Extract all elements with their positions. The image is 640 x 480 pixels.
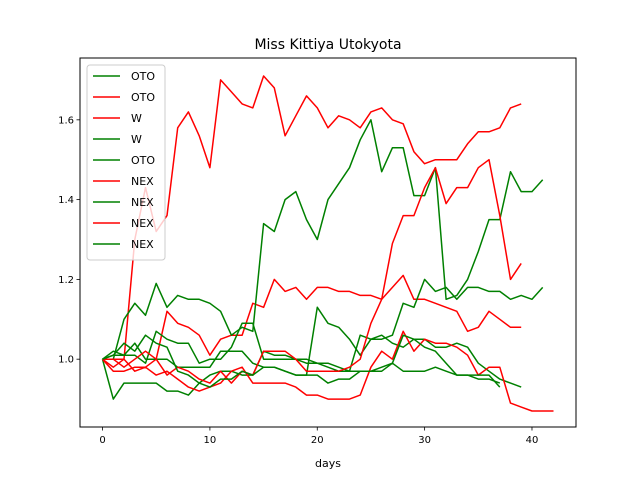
legend: OTO OTO WW OTO NEX NEX NEX NEX [86,64,166,261]
series-layer [101,75,554,412]
series-line-3 [101,274,522,372]
y-tick-label: 1.4 [58,195,74,206]
legend-label: OTO [131,91,155,104]
x-tick-label: 0 [99,435,105,446]
legend-label: NEX [131,175,154,188]
legend-label: NEX [131,238,154,251]
x-axis-label: days [315,457,341,470]
legend-box [86,64,166,261]
x-axis-ticks: 0 10 20 30 40 [99,427,538,446]
series-line-5 [102,119,544,360]
legend-label: W [131,133,142,146]
chart-title: Miss Kittiya Utokyota [254,37,401,53]
legend-label: OTO [131,154,155,167]
legend-label: OTO [131,70,155,83]
series-line-9 [102,334,501,388]
legend-label: W [131,112,142,125]
y-axis-ticks: 1.0 1.2 1.4 1.6 [58,115,80,366]
x-tick-label: 10 [204,435,217,446]
y-tick-label: 1.0 [58,355,74,366]
series-line-1 [101,350,501,400]
plot-area-frame [79,57,577,428]
legend-label: NEX [131,196,154,209]
legend-label: NEX [131,217,154,230]
x-tick-label: 30 [418,435,431,446]
y-tick-label: 1.2 [58,275,74,286]
y-tick-label: 1.6 [58,115,74,126]
series-line-8 [102,158,522,384]
series-line-2 [102,75,522,368]
x-tick-label: 40 [526,435,539,446]
x-tick-label: 20 [311,435,324,446]
